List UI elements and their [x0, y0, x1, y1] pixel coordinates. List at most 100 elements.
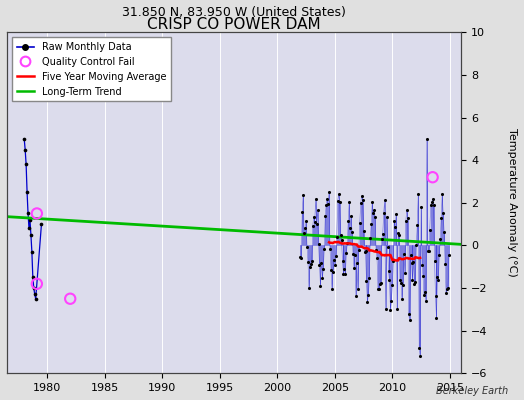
Point — [24, 210, 32, 217]
Point — [340, 266, 348, 272]
Point — [392, 210, 400, 217]
Point — [23, 189, 31, 195]
Point — [299, 192, 308, 198]
Point — [337, 237, 346, 244]
Point — [378, 236, 386, 242]
Legend: Raw Monthly Data, Quality Control Fail, Five Year Moving Average, Long-Term Tren: Raw Monthly Data, Quality Control Fail, … — [12, 37, 171, 102]
Point — [305, 285, 313, 291]
Point — [411, 279, 420, 285]
Point — [365, 275, 374, 282]
Point — [342, 250, 351, 257]
Point — [347, 213, 355, 219]
Point — [313, 207, 322, 214]
Point — [412, 242, 421, 248]
Point — [427, 202, 435, 208]
Point — [380, 197, 389, 204]
Point — [312, 221, 321, 227]
Point — [356, 200, 365, 206]
Point — [320, 245, 329, 252]
Point — [377, 280, 385, 286]
Point — [321, 213, 330, 219]
Point — [354, 286, 362, 292]
Point — [442, 290, 450, 296]
Point — [366, 235, 375, 241]
Point — [401, 270, 409, 276]
Point — [330, 256, 338, 263]
Point — [308, 258, 316, 264]
Point — [413, 222, 421, 228]
Point — [418, 262, 426, 268]
Point — [420, 292, 428, 298]
Point — [437, 214, 445, 221]
Point — [374, 285, 382, 292]
Point — [353, 260, 361, 266]
Point — [25, 225, 33, 232]
Title: CRISP CO POWER DAM: CRISP CO POWER DAM — [147, 17, 321, 32]
Point — [444, 285, 452, 291]
Point — [324, 200, 332, 207]
Point — [405, 310, 413, 317]
Point — [297, 254, 305, 261]
Point — [368, 199, 376, 205]
Point — [390, 218, 398, 224]
Point — [352, 292, 360, 299]
Point — [421, 288, 429, 295]
Point — [325, 189, 333, 195]
Point — [335, 199, 344, 206]
Point — [373, 255, 381, 261]
Point — [303, 244, 311, 250]
Point — [298, 209, 307, 215]
Point — [356, 220, 364, 226]
Point — [315, 262, 324, 268]
Point — [307, 261, 315, 267]
Point — [439, 210, 447, 216]
Point — [381, 306, 390, 312]
Point — [396, 276, 404, 283]
Point — [379, 209, 388, 216]
Point — [28, 249, 36, 255]
Point — [37, 221, 46, 227]
Point — [438, 191, 446, 198]
Point — [441, 261, 449, 267]
Text: Berkeley Earth: Berkeley Earth — [436, 386, 508, 396]
Point — [394, 230, 402, 236]
Text: 31.850 N, 83.950 W (United States): 31.850 N, 83.950 W (United States) — [122, 6, 346, 19]
Point — [302, 218, 310, 224]
Point — [398, 296, 406, 302]
Point — [425, 227, 434, 233]
Point — [386, 306, 395, 313]
Point — [433, 274, 442, 280]
Point — [305, 264, 314, 271]
Point — [372, 247, 380, 253]
Point — [350, 264, 358, 271]
Point — [383, 214, 391, 220]
Point — [388, 282, 397, 289]
Point — [402, 207, 411, 214]
Point — [423, 248, 432, 255]
Point — [349, 251, 357, 257]
Point — [364, 292, 373, 298]
Point — [403, 214, 412, 221]
Point — [331, 262, 339, 268]
Point — [385, 277, 394, 284]
Point — [384, 244, 392, 251]
Point — [355, 247, 363, 253]
Point — [443, 286, 451, 292]
Point — [344, 218, 353, 224]
Point — [407, 252, 415, 258]
Point — [414, 191, 422, 197]
Point — [393, 306, 401, 312]
Point — [328, 286, 336, 292]
Point — [378, 230, 387, 237]
Point — [336, 231, 345, 238]
Point — [343, 240, 352, 246]
Point — [428, 199, 436, 206]
Point — [357, 193, 366, 199]
Point — [429, 174, 437, 180]
Point — [408, 277, 417, 283]
Point — [407, 260, 416, 266]
Point — [326, 246, 334, 252]
Point — [417, 203, 425, 210]
Point — [27, 232, 35, 238]
Point — [322, 202, 331, 208]
